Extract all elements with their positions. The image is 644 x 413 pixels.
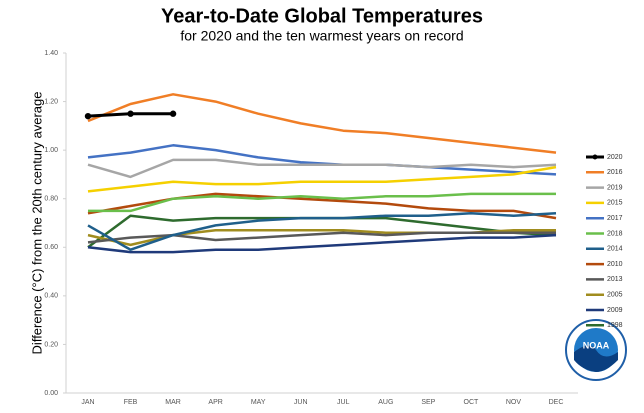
x-tick-label: JUL — [337, 399, 350, 406]
x-tick-label: DEC — [549, 399, 564, 406]
x-tick-label: NOV — [506, 399, 522, 406]
series-line — [88, 192, 556, 213]
legend-label: 2005 — [607, 292, 623, 299]
y-tick-label: 0.20 — [44, 341, 58, 348]
legend-label: 2014 — [607, 246, 623, 253]
x-tick-label: APR — [208, 399, 222, 406]
series-line — [87, 231, 556, 244]
chart-title: Year-to-Date Global Temperatures — [161, 5, 483, 27]
series-line — [87, 158, 557, 179]
legend-label: 2016 — [607, 169, 623, 176]
series-line — [87, 144, 557, 176]
x-tick-label: MAR — [165, 399, 181, 406]
x-tick-label: JUN — [294, 399, 308, 406]
data-point — [84, 112, 92, 120]
legend-marker — [592, 154, 598, 160]
data-point — [127, 110, 134, 117]
y-tick-label: 1.00 — [44, 147, 58, 154]
legend-label: 2010 — [607, 261, 623, 268]
legend-label: 2015 — [607, 200, 623, 207]
data-point — [169, 110, 177, 117]
logo-wave — [574, 345, 618, 372]
series-line — [87, 165, 557, 193]
logo-text: NOAA — [583, 340, 610, 350]
legend-label: 2013 — [607, 276, 623, 283]
legend-label: 2018 — [607, 230, 623, 237]
legend-label: 2017 — [607, 215, 623, 222]
y-tick-label: 0.40 — [44, 293, 58, 300]
legend-label: 2020 — [607, 154, 623, 161]
y-axis-label: Difference (°C) from the 20th century av… — [29, 92, 44, 355]
chart-subtitle: for 2020 and the ten warmest years on re… — [180, 28, 463, 44]
x-tick-label: AUG — [378, 399, 393, 406]
x-tick-label: JAN — [81, 399, 94, 406]
legend-label: 1998 — [607, 322, 623, 329]
noaa-logo: NOAA — [565, 319, 627, 381]
y-tick-label: 0.00 — [44, 390, 58, 397]
series-line — [87, 93, 557, 154]
series-line — [87, 233, 557, 254]
x-tick-label: OCT — [464, 399, 480, 406]
series-line — [87, 212, 557, 251]
x-tick-label: MAY — [251, 399, 266, 406]
y-tick-label: 1.40 — [44, 50, 58, 57]
legend-label: 2009 — [607, 307, 623, 314]
legend-label: 2019 — [607, 184, 623, 191]
y-tick-label: 0.60 — [44, 244, 58, 251]
x-tick-label: SEP — [421, 399, 435, 406]
x-tick-label: FEB — [124, 399, 138, 406]
y-tick-label: 0.80 — [44, 196, 58, 203]
y-tick-label: 1.20 — [44, 98, 58, 105]
